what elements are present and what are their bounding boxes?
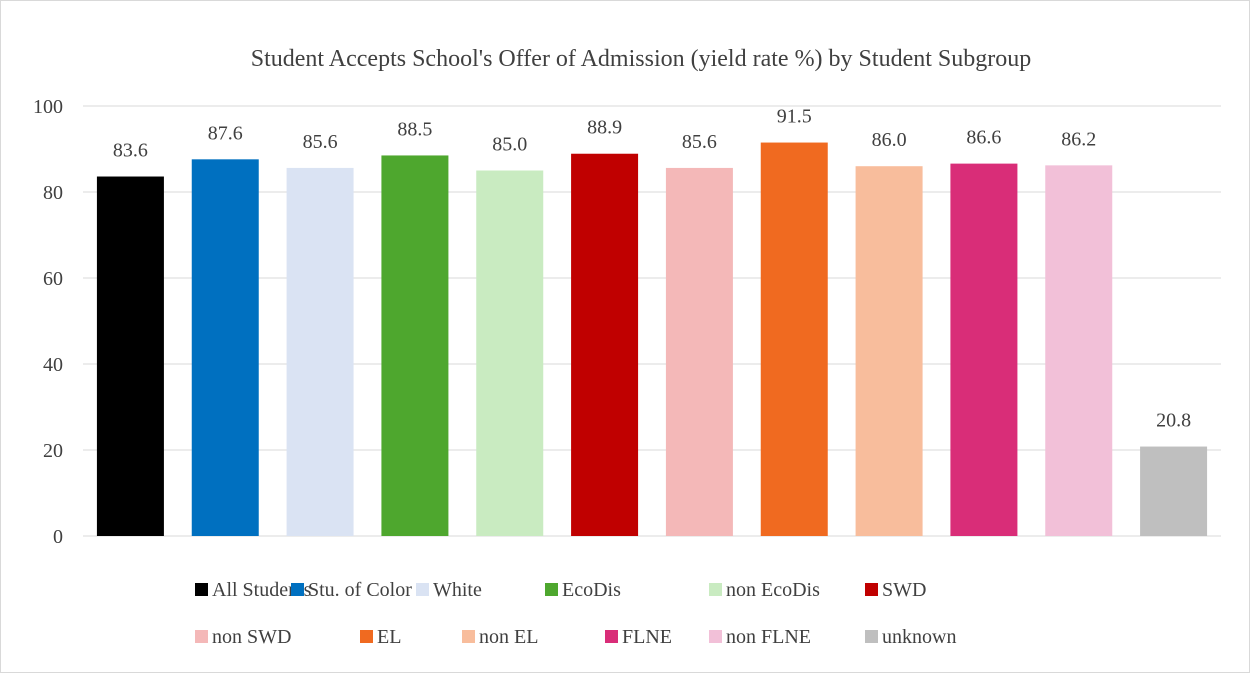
bar: [96, 176, 164, 536]
bar: [1140, 446, 1208, 536]
bar: [571, 153, 639, 537]
y-tick-label: 40: [43, 354, 63, 376]
bar: [950, 163, 1018, 536]
legend-label: FLNE: [622, 626, 672, 648]
legend-label: Stu. of Color: [308, 579, 412, 601]
chart-title: Student Accepts School's Offer of Admiss…: [251, 46, 1031, 72]
legend-swatch: [865, 583, 878, 596]
legend-item: SWD: [865, 579, 926, 601]
legend-swatch: [605, 630, 618, 643]
legend-label: non EcoDis: [726, 579, 820, 601]
legend-swatch: [195, 630, 208, 643]
bar: [760, 142, 828, 537]
legend-label: White: [433, 579, 482, 601]
bar: [286, 167, 354, 537]
legend-swatch: [416, 583, 429, 596]
bar: [476, 170, 544, 536]
legend-item: EL: [360, 626, 401, 648]
data-labels: 83.6 87.6 85.6 88.5 85.0 88.9 85.6 91.5 86.0 86.6…: [113, 106, 1191, 432]
data-label: 86.2: [1061, 128, 1096, 150]
legend-label: EcoDis: [562, 579, 621, 601]
legend-item: non EcoDis: [709, 579, 820, 601]
legend-label: non FLNE: [726, 626, 811, 648]
data-label: 88.5: [397, 118, 432, 140]
legend-item: White: [416, 579, 482, 601]
legend-item: FLNE: [605, 626, 672, 648]
data-label: 85.0: [492, 134, 527, 156]
data-label: 87.6: [208, 122, 243, 144]
legend-label: All Students: [212, 579, 312, 601]
bar: [191, 159, 259, 536]
data-label: 91.5: [777, 106, 812, 128]
legend-swatch: [709, 583, 722, 596]
legend-item: EcoDis: [545, 579, 621, 601]
y-tick-label: 100: [33, 96, 63, 118]
legend-label: SWD: [882, 579, 926, 601]
bar: [1045, 165, 1113, 536]
legend-item: All Students: [195, 579, 312, 601]
gridlines: [83, 105, 1221, 537]
y-tick-label: 0: [53, 526, 63, 548]
data-label: 86.0: [872, 129, 907, 151]
legend-item: non SWD: [195, 626, 291, 648]
legend-item: Stu. of Color: [291, 579, 412, 601]
legend-label: unknown: [882, 626, 956, 648]
legend-swatch: [360, 630, 373, 643]
legend-swatch: [865, 630, 878, 643]
legend-swatch: [709, 630, 722, 643]
legend-swatch: [291, 583, 304, 596]
bar: [665, 167, 733, 537]
data-label: 88.9: [587, 117, 622, 139]
y-axis-ticks: 0 20 40 60 80 100: [33, 96, 63, 548]
legend-swatch: [462, 630, 475, 643]
data-label: 20.8: [1156, 410, 1191, 432]
bar: [855, 166, 923, 536]
legend-item: non EL: [462, 626, 538, 648]
legend-swatch: [195, 583, 208, 596]
legend-label: non EL: [479, 626, 538, 648]
bar: [381, 155, 449, 536]
bars: [96, 142, 1208, 537]
data-label: 85.6: [682, 131, 717, 153]
data-label: 83.6: [113, 140, 148, 162]
legend-item: unknown: [865, 626, 956, 648]
legend-swatch: [545, 583, 558, 596]
legend-label: non SWD: [212, 626, 291, 648]
y-tick-label: 60: [43, 268, 63, 290]
legend-item: non FLNE: [709, 626, 811, 648]
data-label: 86.6: [966, 127, 1001, 149]
legend-label: EL: [377, 626, 401, 648]
data-label: 85.6: [303, 131, 338, 153]
y-tick-label: 20: [43, 440, 63, 462]
y-tick-label: 80: [43, 182, 63, 204]
